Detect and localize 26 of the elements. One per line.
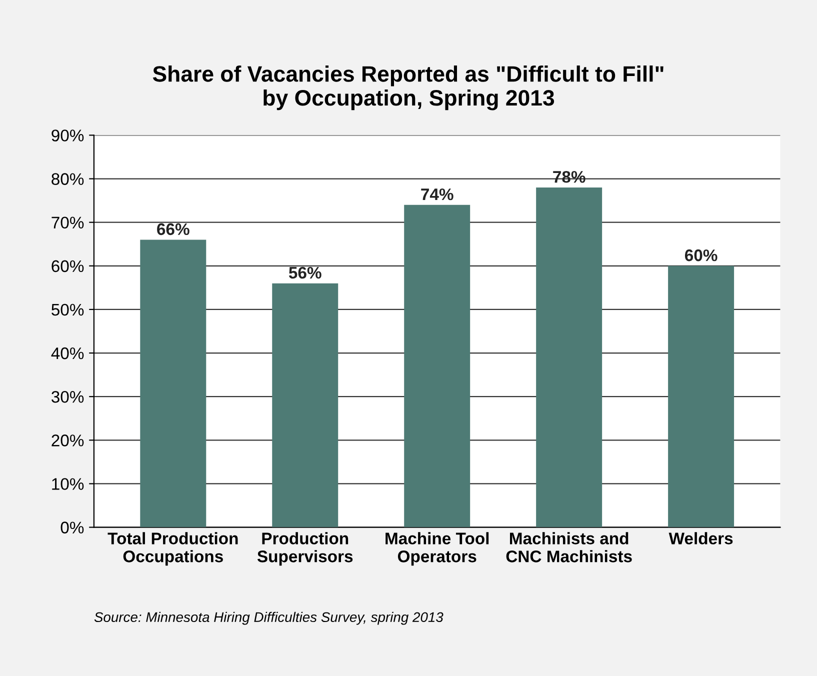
y-tick-label: 60% bbox=[52, 260, 84, 272]
y-tick-label: 20% bbox=[52, 434, 84, 446]
x-tick-label: Production Supervisors bbox=[257, 532, 353, 566]
x-tick-label: Machine Tool Operators bbox=[386, 532, 489, 566]
data-label: 66% bbox=[157, 223, 190, 236]
bar bbox=[404, 204, 470, 528]
x-tick-label: Total Production Occupations bbox=[108, 532, 238, 566]
y-tick-label: 40% bbox=[51, 347, 84, 360]
data-label: 56% bbox=[288, 266, 322, 279]
chart-title: Share of Vacancies Reported as "Difficult to Fill" by Occupation, Spring 2013 bbox=[152, 66, 664, 110]
y-tick-label: 50% bbox=[52, 304, 84, 316]
data-label: 74% bbox=[421, 188, 454, 200]
data-label: 60% bbox=[684, 249, 718, 262]
y-tick-label: 80% bbox=[52, 173, 84, 185]
bar bbox=[140, 240, 206, 528]
y-tick-label: 30% bbox=[52, 390, 84, 403]
y-tick-label: 90% bbox=[52, 130, 84, 142]
y-tick-label: 0% bbox=[60, 522, 84, 534]
bar bbox=[272, 283, 338, 528]
x-tick-label: Machinists and CNC Machinists bbox=[506, 532, 632, 562]
bar bbox=[536, 187, 602, 528]
bar bbox=[668, 266, 734, 528]
x-tick-label: Welders bbox=[668, 532, 733, 544]
y-tick-label: 10% bbox=[52, 478, 84, 490]
y-tick-label: 70% bbox=[52, 216, 84, 229]
source-note: Source: Minnesota Hiring Difficulties Survey, spring 2013 bbox=[94, 612, 444, 625]
